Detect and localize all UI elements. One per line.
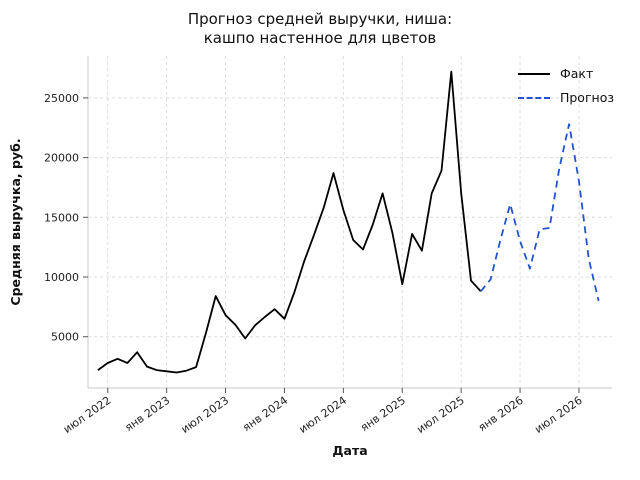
x-axis-label: Дата xyxy=(332,443,367,458)
chart-title: Прогноз средней выручки, ниша: кашпо нас… xyxy=(0,10,640,48)
y-tick-label: 25000 xyxy=(44,92,79,105)
y-axis-label: Средняя выручка, руб. xyxy=(8,138,23,305)
x-tick-label: янв 2023 xyxy=(122,394,172,434)
y-tick-label: 15000 xyxy=(44,211,79,224)
x-tick-label: июл 2026 xyxy=(532,394,584,436)
x-tick-label: июл 2022 xyxy=(61,394,113,436)
forecast-line xyxy=(480,123,600,302)
fact-line xyxy=(97,70,482,374)
x-tick-label: июл 2023 xyxy=(179,394,231,436)
chart-legend: Факт Прогноз xyxy=(517,66,614,105)
x-tick-label: июл 2024 xyxy=(297,394,349,436)
x-tick-label: янв 2024 xyxy=(240,394,290,434)
chart-title-line1: Прогноз средней выручки, ниша: xyxy=(187,10,453,28)
fact-line-sample-icon xyxy=(517,72,550,75)
x-tick-label: янв 2026 xyxy=(476,394,526,434)
y-tick-label: 10000 xyxy=(44,271,79,284)
y-tick-label: 20000 xyxy=(44,152,79,165)
legend-row-fact: Факт xyxy=(517,66,614,81)
legend-label-fact: Факт xyxy=(559,66,594,81)
legend-label-forecast: Прогноз xyxy=(559,90,614,105)
x-tick-label: янв 2025 xyxy=(358,394,408,434)
legend-row-forecast: Прогноз xyxy=(517,90,614,105)
x-tick-label: июл 2025 xyxy=(414,394,466,436)
forecast-line-sample-icon xyxy=(517,96,550,99)
y-tick-label: 5000 xyxy=(51,331,79,344)
chart-title-line2: кашпо настенное для цветов xyxy=(203,29,437,47)
